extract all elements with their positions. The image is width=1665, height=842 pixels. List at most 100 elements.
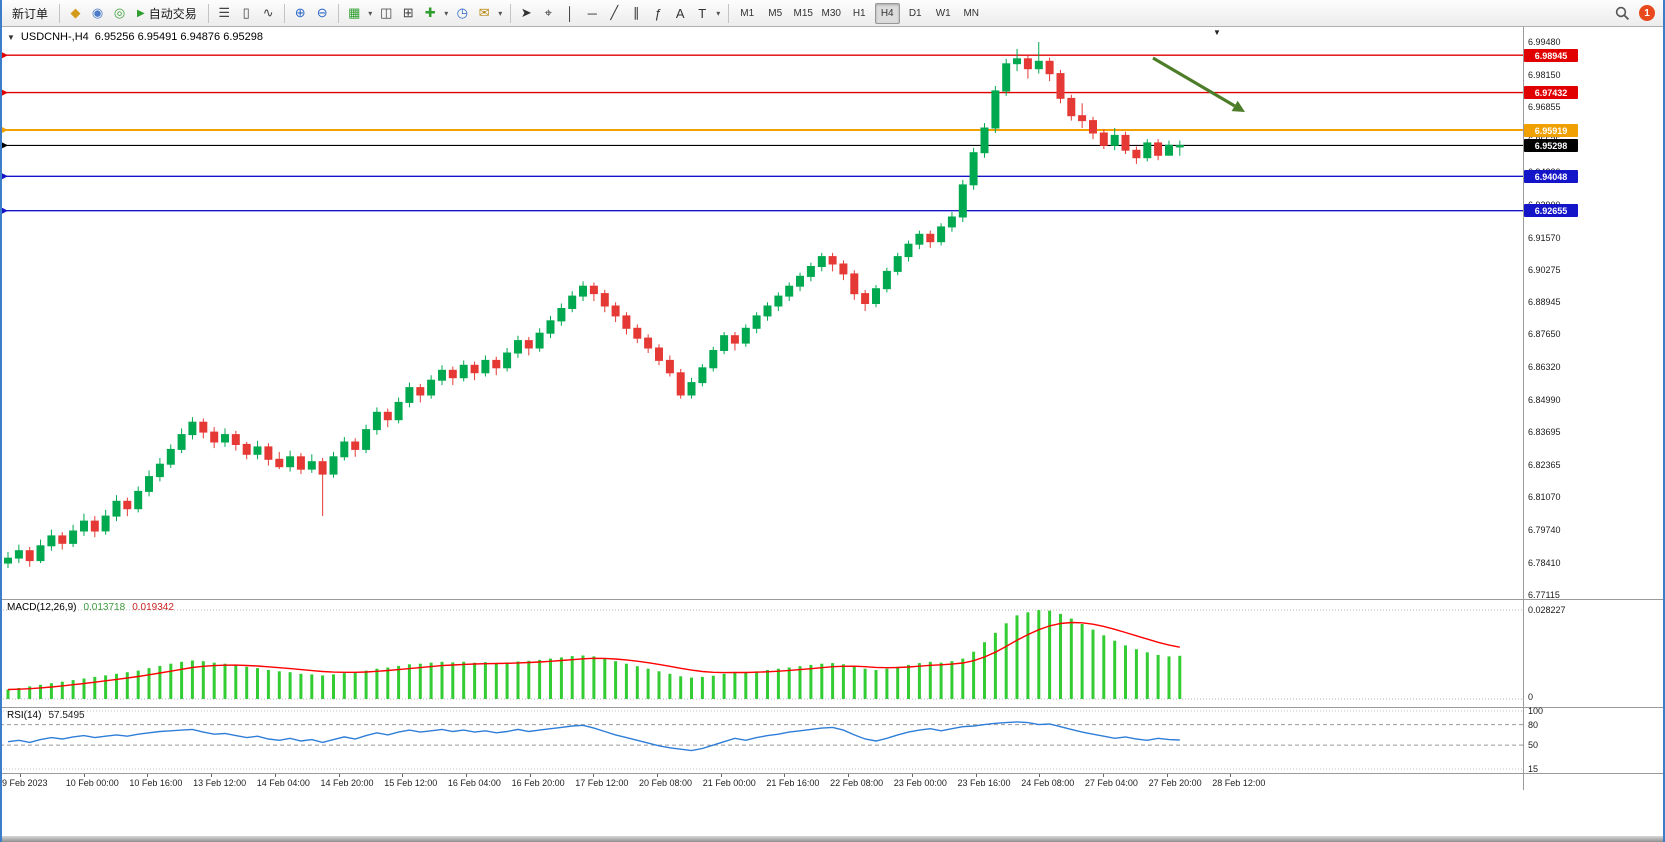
macd-histogram-bar [961, 658, 965, 699]
time-axis-tick [211, 774, 213, 777]
timeframe-mn[interactable]: MN [963, 7, 980, 19]
macd-histogram-bar [527, 660, 531, 699]
search-icon[interactable] [1615, 6, 1630, 21]
zoom-in-icon[interactable]: ⊕ [294, 5, 306, 20]
candle-body [622, 315, 631, 329]
rsi-indicator-panel[interactable] [0, 708, 1523, 773]
label-tool-icon[interactable]: T [698, 5, 707, 21]
news-dropdown-icon[interactable]: ▾ [498, 8, 503, 18]
timeframe-h1[interactable]: H1 [852, 7, 866, 19]
auto-trading-button[interactable]: ▶ 自动交易 [131, 3, 203, 24]
candle-body [1121, 134, 1130, 151]
timeframe-w1[interactable]: W1 [935, 7, 951, 19]
macd-histogram-bar [1124, 645, 1127, 699]
indicators-dropdown-icon[interactable]: ▾ [368, 8, 373, 18]
macd-histogram-bar [17, 688, 21, 699]
channel-icon[interactable]: ∥ [632, 5, 640, 20]
price-level-badge[interactable]: 6.92655 [1524, 204, 1578, 217]
candle-body [1099, 132, 1108, 146]
candle-body [774, 295, 783, 307]
depth-of-market-icon[interactable]: ◉ [91, 5, 104, 20]
new-chart-dropdown-icon[interactable]: ▾ [444, 8, 449, 18]
macd-histogram-bar [418, 663, 422, 699]
price-axis-label: 6.84990 [1528, 395, 1561, 405]
text-tool-icon[interactable]: A [675, 5, 685, 21]
candle-body [687, 382, 696, 396]
rsi-panel-separator[interactable] [0, 707, 1665, 708]
timeframe-m15[interactable]: M15 [793, 7, 813, 19]
price-level-badge[interactable]: 6.94048 [1524, 170, 1578, 183]
candle-body [481, 359, 490, 374]
symbol-collapse-icon[interactable]: ▼ [7, 32, 15, 42]
macd-panel-separator[interactable] [0, 599, 1665, 600]
trendline-icon[interactable]: ╱ [610, 5, 619, 20]
candle-body [492, 359, 501, 369]
new-order-button[interactable]: 新订单 [12, 6, 49, 21]
macd-histogram-bar [841, 664, 845, 699]
macd-histogram-bar [1156, 654, 1160, 699]
candle-body [589, 285, 598, 295]
macd-histogram-bar [592, 656, 596, 699]
vertical-line-icon[interactable]: │ [566, 5, 575, 21]
candle-body [394, 401, 403, 421]
time-axis-tick [1230, 774, 1232, 777]
macd-histogram-bar [1134, 649, 1138, 699]
tile-windows-icon[interactable]: ◫ [380, 5, 393, 20]
timeframe-d1[interactable]: D1 [908, 7, 922, 19]
macd-histogram-bar [310, 674, 314, 699]
candle-body [1175, 144, 1184, 148]
timeframe-m1[interactable]: M1 [740, 7, 755, 19]
candle-body [221, 434, 229, 443]
candle-body [1132, 149, 1141, 159]
notification-badge[interactable]: 1 [1639, 5, 1655, 21]
time-axis[interactable]: 9 Feb 2023 10 Feb 00:00 10 Feb 16:00 13 Feb… [0, 774, 1523, 790]
candle-body [752, 315, 761, 329]
time-axis-label: 15 Feb 12:00 [384, 778, 438, 788]
price-level-badge[interactable]: 6.98945 [1524, 49, 1578, 62]
macd-histogram-bar [136, 670, 140, 699]
candle-body [730, 335, 739, 344]
crosshair-icon[interactable]: ⌖ [544, 5, 552, 20]
timeframe-h4[interactable]: H4 [874, 2, 900, 24]
candle-body [416, 387, 425, 396]
community-icon[interactable]: ◎ [113, 5, 126, 20]
toolbar-separator [283, 3, 285, 23]
macd-histogram-bar [28, 686, 32, 699]
indicators-icon[interactable]: ▦ [348, 5, 361, 20]
price-level-badge[interactable]: 6.95919 [1524, 124, 1578, 137]
cascade-windows-icon[interactable]: ⊞ [402, 5, 414, 20]
macd-histogram-bar [451, 662, 455, 699]
macd-indicator-panel[interactable] [0, 600, 1523, 707]
horizontal-line-icon[interactable]: ─ [587, 5, 597, 21]
shapes-dropdown-icon[interactable]: ▾ [716, 8, 721, 18]
macd-histogram-bar [245, 666, 249, 699]
candles-chart-type-icon[interactable]: ▯ [242, 5, 250, 20]
rsi-label: RSI(14) 57.5495 [7, 710, 85, 721]
trade-panel-icon[interactable]: ◆ [70, 5, 81, 20]
line-chart-type-icon[interactable]: ∿ [262, 5, 274, 20]
trend-arrow-line[interactable] [1152, 56, 1236, 108]
macd-value-main: 0.013718 [83, 602, 126, 613]
chart-shift-marker[interactable]: ▼ [1213, 28, 1221, 37]
fibonacci-icon[interactable]: ƒ [654, 5, 662, 21]
timeframe-m30[interactable]: M30 [821, 7, 841, 19]
timeframe-m5[interactable]: M5 [768, 7, 783, 19]
news-icon[interactable]: ✉ [478, 5, 490, 20]
price-axis-label: 6.96855 [1528, 102, 1561, 112]
macd-title: MACD(12,26,9) [7, 602, 77, 613]
price-axis-separator [1523, 27, 1524, 790]
price-level-badge[interactable]: 6.97432 [1524, 86, 1578, 99]
candle-body [405, 387, 414, 403]
price-axis-label: 6.82365 [1528, 460, 1561, 470]
new-chart-icon[interactable]: ✚ [424, 5, 436, 20]
candlestick-chart[interactable] [0, 27, 1523, 599]
time-axis-label: 20 Feb 08:00 [639, 778, 693, 788]
zoom-out-icon[interactable]: ⊖ [316, 5, 328, 20]
bars-chart-type-icon[interactable]: ☰ [218, 5, 231, 20]
cursor-icon[interactable]: ➤ [520, 5, 532, 20]
macd-histogram-bar [983, 642, 986, 699]
macd-histogram-bar [299, 673, 303, 699]
candle-body [904, 243, 913, 258]
candle-body [1002, 63, 1011, 92]
clock-icon[interactable]: ◷ [456, 5, 468, 20]
